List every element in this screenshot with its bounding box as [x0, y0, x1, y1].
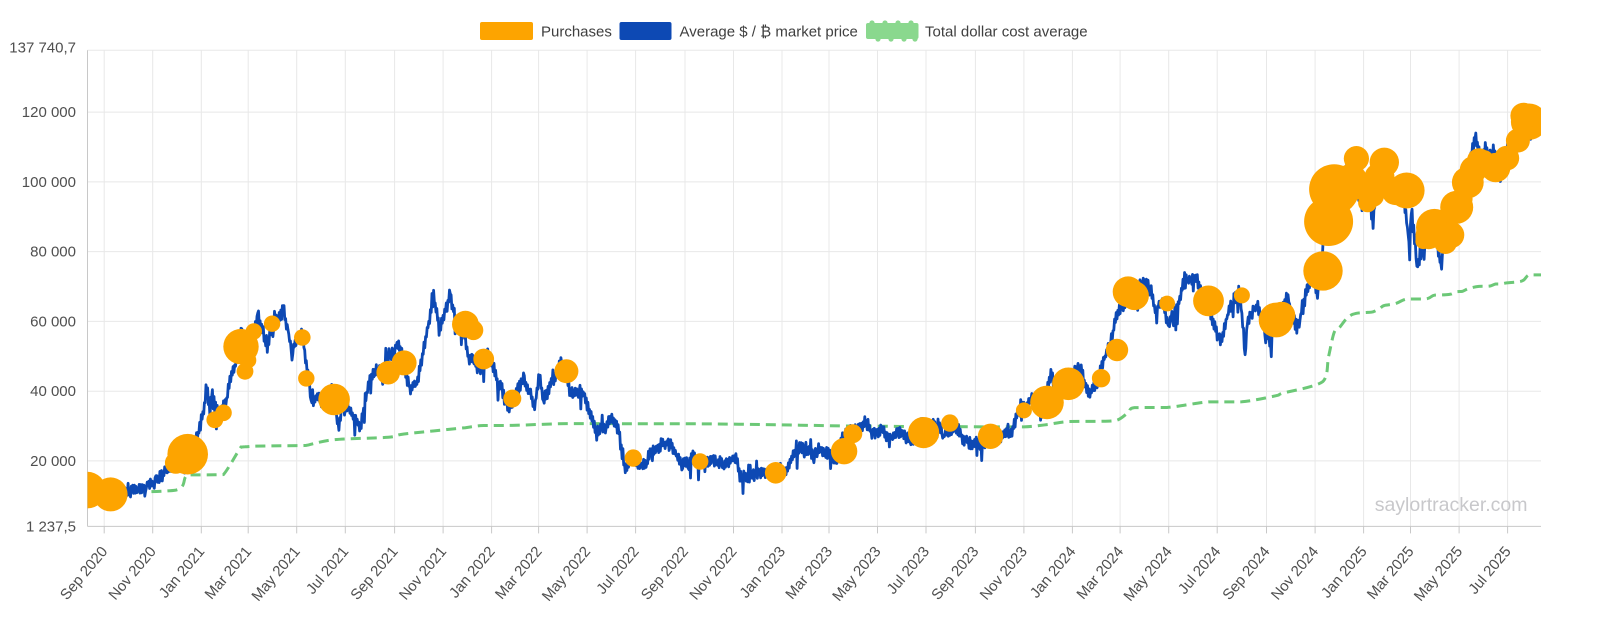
svg-text:137 740,7: 137 740,7	[9, 40, 76, 57]
svg-text:saylortracker.com: saylortracker.com	[1375, 494, 1528, 516]
svg-text:Purchases: Purchases	[541, 24, 612, 41]
svg-text:40 000: 40 000	[30, 383, 76, 400]
svg-text:20 000: 20 000	[30, 453, 76, 470]
svg-text:Average $ / ₿ market price: Average $ / ₿ market price	[680, 24, 858, 41]
svg-text:Total dollar cost average: Total dollar cost average	[925, 24, 1088, 41]
svg-text:100 000: 100 000	[22, 174, 76, 191]
svg-text:1 237,5: 1 237,5	[26, 518, 76, 535]
svg-text:120 000: 120 000	[22, 104, 76, 121]
svg-text:60 000: 60 000	[30, 313, 76, 330]
svg-text:80 000: 80 000	[30, 244, 76, 261]
